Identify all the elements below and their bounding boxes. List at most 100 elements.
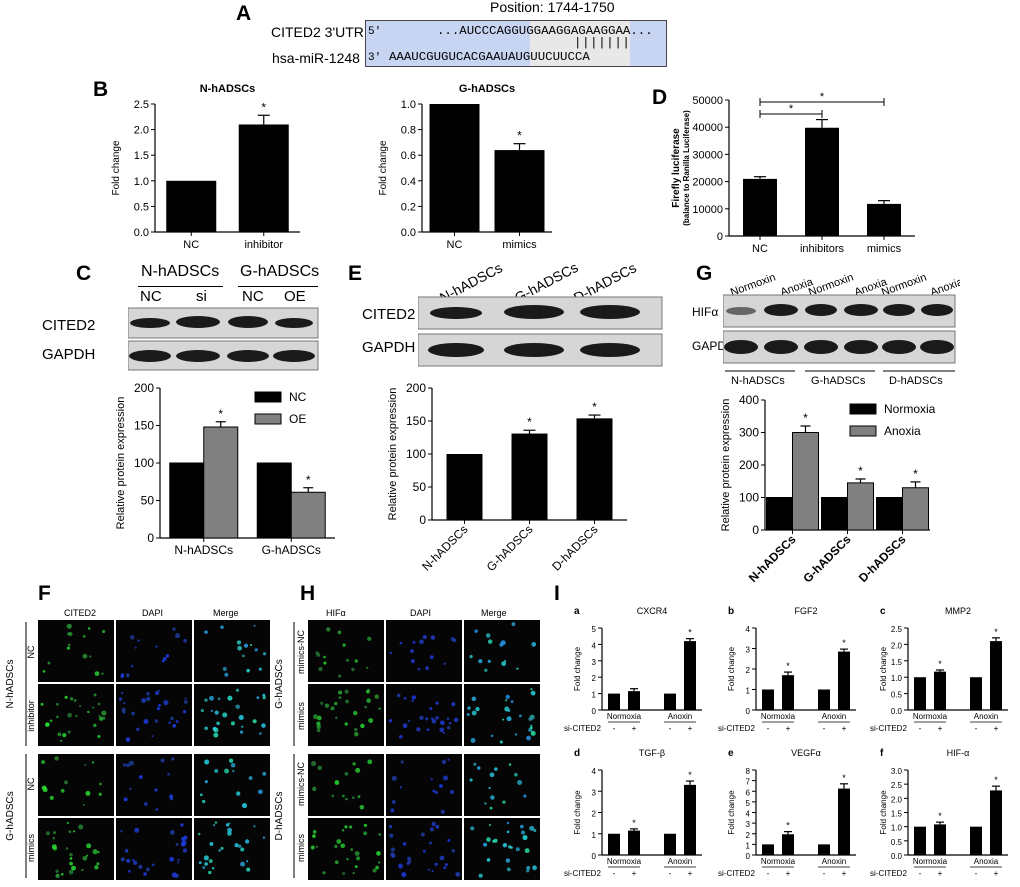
y-tick-label: 200 — [134, 381, 154, 395]
cell-dot — [526, 866, 531, 870]
y-tick-label: 2.5 — [891, 625, 903, 634]
cell-dot — [399, 786, 403, 789]
cell-dot — [66, 821, 69, 825]
cell-dot — [41, 760, 46, 764]
cell-dot — [254, 648, 258, 652]
x-tick-label: NC — [183, 239, 199, 250]
cell-dot — [442, 731, 445, 734]
minus-sign: - — [975, 869, 978, 878]
blot-e-gapdh-label: GAPDH — [362, 339, 416, 356]
y-axis-label: Firefly luciferase — [671, 128, 682, 208]
y-tick-label: 0.0 — [891, 852, 903, 861]
cell-dot — [378, 861, 381, 864]
cell-dot — [435, 824, 440, 829]
cell-dot — [346, 658, 349, 662]
prime-3: 3' — [368, 52, 382, 64]
minus-sign: - — [975, 724, 978, 733]
cell-dot — [157, 689, 160, 692]
cell-dot — [184, 700, 188, 704]
cell-dot — [354, 727, 358, 732]
cell-dot — [184, 697, 187, 700]
cell-dot — [262, 836, 266, 839]
cell-dot — [156, 706, 161, 711]
cell-dot — [165, 654, 170, 658]
cell-dot — [204, 862, 208, 866]
cell-dot — [452, 638, 457, 643]
bar — [990, 641, 1002, 710]
cell-dot — [359, 804, 365, 810]
cell-dot — [529, 825, 535, 831]
y-tick-label: 1.0 — [134, 176, 149, 188]
cell-dot — [224, 768, 230, 774]
bar — [782, 834, 794, 855]
significance-mark: * — [688, 770, 692, 780]
cell-dot — [248, 776, 253, 781]
cell-dot — [375, 865, 379, 870]
bar — [934, 824, 946, 855]
cell-dot — [389, 651, 392, 655]
cell-dot — [322, 871, 326, 875]
cell-dot — [57, 732, 62, 737]
cell-dot — [350, 848, 354, 851]
cell-dot — [391, 800, 396, 804]
y-tick-label: 100 — [739, 491, 759, 505]
cell-dot — [125, 737, 131, 742]
significance-mark: * — [913, 467, 918, 481]
cell-dot — [378, 833, 382, 836]
y-tick-label: 4 — [592, 767, 597, 776]
plus-sign: + — [786, 724, 791, 733]
bar — [576, 418, 613, 520]
x-tick-label: N-hADSCs — [174, 543, 233, 557]
chart-Ia: 0 1 2 3 4 5 a CXCR4 Fold change * Normoxia Anoxin si… — [564, 606, 702, 733]
cell-dot — [180, 823, 184, 827]
cell-dot — [511, 622, 516, 627]
cell-dot — [121, 691, 124, 695]
cell-dot — [518, 714, 522, 718]
minus-sign: - — [919, 724, 922, 733]
cell-dot — [506, 821, 510, 825]
y-axis-label: Relative protein expression — [387, 388, 399, 521]
blot-e-image — [418, 296, 663, 367]
cell-dot — [357, 795, 361, 799]
cell-dot — [89, 655, 92, 658]
cell-dot — [204, 780, 208, 784]
cell-dot — [489, 806, 493, 810]
panel-label-g: G — [696, 262, 713, 285]
micro-h-group-labels: G-hADSCs D-hADSCs — [274, 622, 295, 878]
cell-dot — [374, 694, 380, 699]
micro-f-group1: N-hADSCs — [5, 660, 16, 709]
cell-dot — [101, 710, 107, 716]
cell-dot — [351, 667, 355, 672]
cell-dot — [372, 868, 377, 873]
cell-dot — [440, 809, 445, 814]
cell-dot — [256, 696, 260, 700]
cell-dot — [502, 843, 508, 848]
cell-dot — [131, 711, 135, 716]
cell-dot — [204, 726, 208, 731]
cell-dot — [446, 726, 451, 730]
cell-dot — [208, 870, 212, 875]
y-tick-label: 3 — [592, 788, 597, 797]
cell-dot — [520, 830, 525, 835]
blot-e-cited2-label: CITED2 — [362, 306, 416, 323]
cell-dot — [56, 715, 59, 719]
cell-dot — [506, 867, 511, 872]
micro-h-row1: mimics-NC — [296, 630, 306, 674]
bar — [664, 693, 676, 710]
panel-label-b: B — [93, 78, 109, 101]
bar — [838, 651, 850, 710]
cell-dot — [338, 674, 342, 678]
cell-dot — [199, 793, 203, 797]
y-tick-label: 50 — [141, 494, 155, 508]
cell-dot — [506, 716, 512, 722]
cell-dot — [120, 830, 123, 833]
cell-dot — [75, 714, 78, 718]
cell-dot — [128, 870, 131, 873]
significance-mark: * — [842, 638, 846, 648]
y-tick-label: 0 — [592, 852, 597, 861]
bar — [511, 433, 548, 520]
bar — [608, 833, 620, 855]
cell-dot — [47, 661, 51, 665]
si-label: si-CITED2 — [718, 724, 755, 733]
si-label: si-CITED2 — [718, 869, 755, 878]
